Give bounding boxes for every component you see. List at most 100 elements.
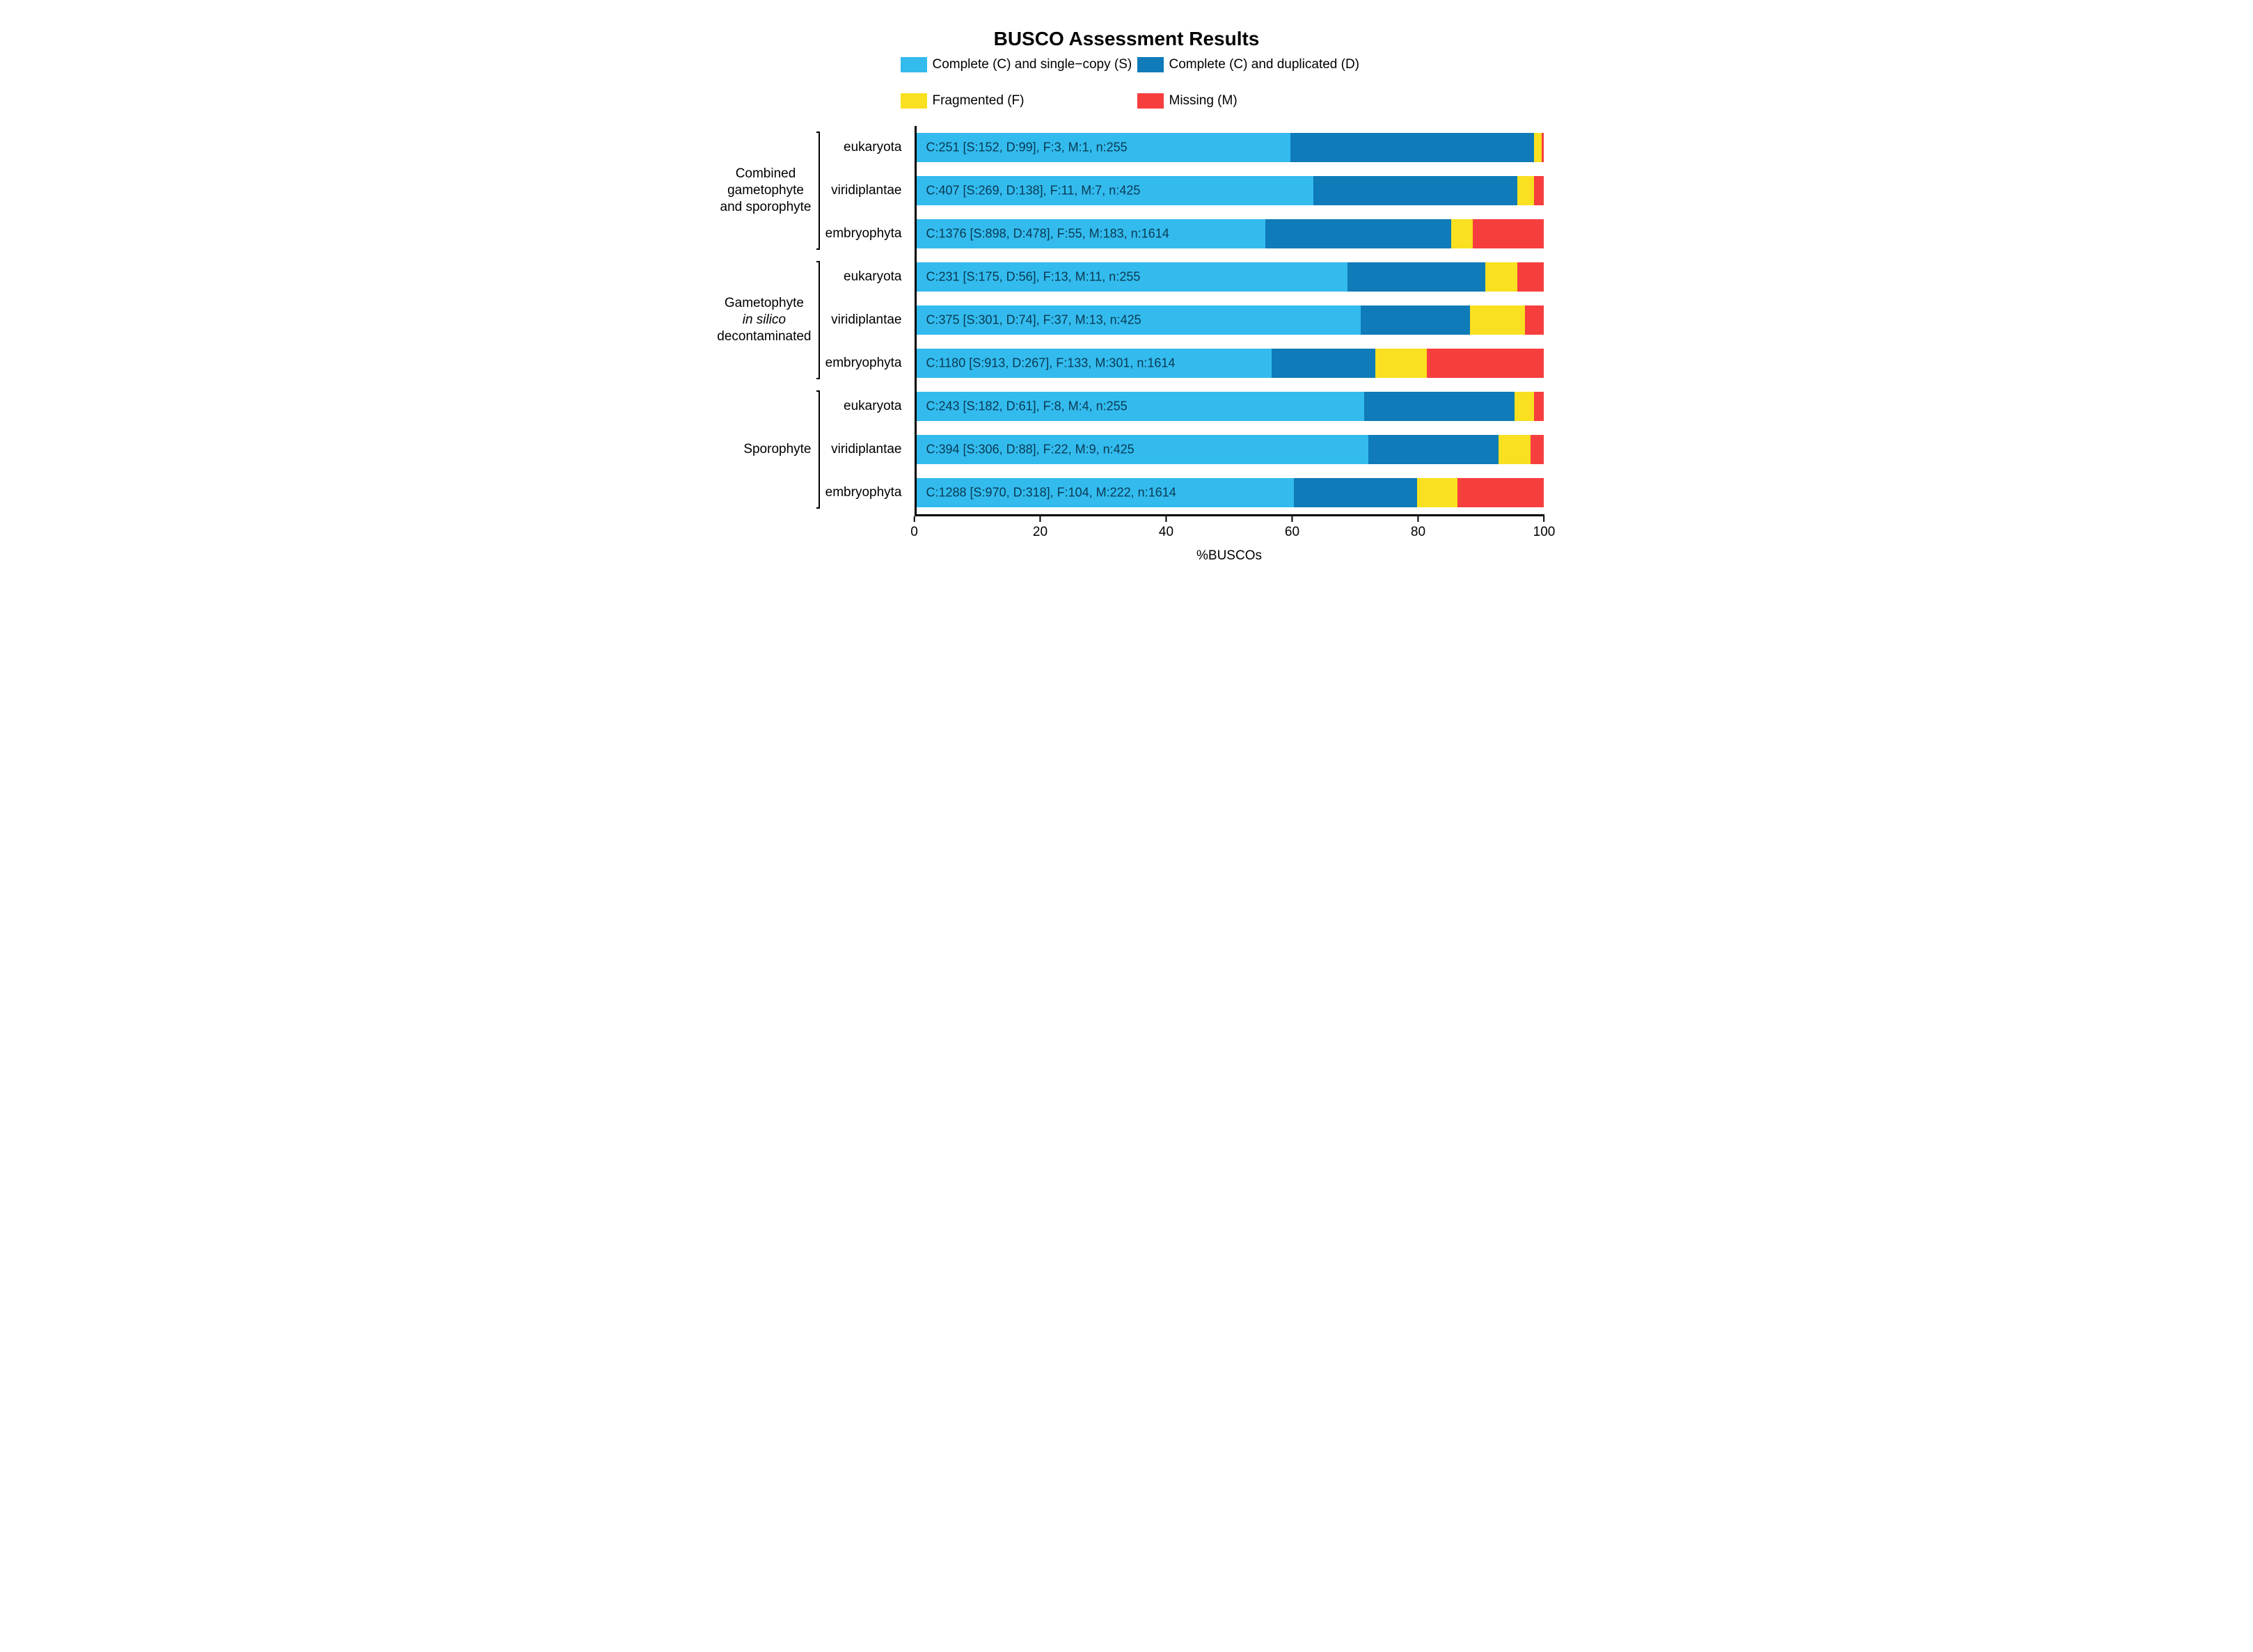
bar-segment-fragmented	[1517, 176, 1533, 205]
bars-list: C:251 [S:152, D:99], F:3, M:1, n:255 C:40…	[917, 126, 1544, 514]
bar-segment-missing	[1457, 478, 1544, 507]
bar-segment-missing	[1427, 349, 1544, 378]
row-labels-column: eukaryotaviridiplantaeembryophytaeukaryo…	[817, 126, 915, 516]
row-label: viridiplantae	[817, 299, 915, 342]
bar-segment-missing	[1531, 435, 1544, 464]
bar-segment-fragmented	[1534, 133, 1542, 162]
bar-segment-duplicated	[1364, 392, 1515, 421]
x-tick-mark	[913, 516, 915, 522]
row-label: eukaryota	[817, 255, 915, 299]
bar-annotation: C:407 [S:269, D:138], F:11, M:7, n:425	[926, 184, 1141, 198]
legend-label: Fragmented (F)	[933, 93, 1025, 109]
bar-segment-duplicated	[1361, 305, 1470, 335]
bar-segment-missing	[1517, 262, 1544, 292]
stacked-bar: C:394 [S:306, D:88], F:22, M:9, n:425	[917, 435, 1544, 464]
bar-segment-duplicated	[1294, 478, 1418, 507]
legend-swatch	[1137, 57, 1164, 72]
stacked-bar: C:251 [S:152, D:99], F:3, M:1, n:255	[917, 133, 1544, 162]
group-bracket	[816, 261, 820, 379]
x-tick-label: 80	[1411, 525, 1425, 540]
bar-annotation: C:1376 [S:898, D:478], F:55, M:183, n:16…	[926, 227, 1169, 241]
row-label: eukaryota	[817, 126, 915, 169]
x-tick-mark	[1165, 516, 1167, 522]
bar-segment-missing	[1542, 133, 1544, 162]
stacked-bar: C:243 [S:182, D:61], F:8, M:4, n:255	[917, 392, 1544, 421]
legend: Complete (C) and single−copy (S)Complete…	[890, 57, 1363, 109]
group-label: Gametophytein silicodecontaminated	[709, 255, 817, 385]
bar-annotation: C:231 [S:175, D:56], F:13, M:11, n:255	[926, 270, 1141, 285]
group-label-text: Gametophytein silicodecontaminated	[717, 295, 811, 344]
row-label: embryophyta	[817, 471, 915, 514]
x-tick-label: 60	[1285, 525, 1299, 540]
bar-segment-duplicated	[1347, 262, 1485, 292]
bar-segment-duplicated	[1368, 435, 1499, 464]
x-tick: 0	[910, 516, 918, 540]
bar-annotation: C:394 [S:306, D:88], F:22, M:9, n:425	[926, 443, 1135, 457]
x-tick-label: 100	[1533, 525, 1556, 540]
bar-segment-fragmented	[1417, 478, 1457, 507]
legend-item: Complete (C) and single−copy (S)	[901, 57, 1116, 72]
group-label: Sporophyte	[709, 385, 817, 514]
busco-chart: BUSCO Assessment Results Complete (C) an…	[709, 28, 1544, 564]
bar-segment-duplicated	[1290, 133, 1534, 162]
x-axis: 020406080100	[915, 516, 1544, 544]
x-tick-mark	[1543, 516, 1544, 522]
bar-row: C:375 [S:301, D:74], F:37, M:13, n:425	[917, 299, 1544, 342]
bar-segment-missing	[1473, 219, 1544, 248]
bar-row: C:394 [S:306, D:88], F:22, M:9, n:425	[917, 428, 1544, 471]
x-tick: 40	[1159, 516, 1173, 540]
legend-item: Fragmented (F)	[901, 93, 1116, 109]
group-label-text: Combinedgametophyteand sporophyte	[720, 166, 812, 215]
bar-annotation: C:243 [S:182, D:61], F:8, M:4, n:255	[926, 399, 1128, 414]
legend-item: Complete (C) and duplicated (D)	[1137, 57, 1353, 72]
x-tick-label: 20	[1033, 525, 1048, 540]
legend-swatch	[1137, 93, 1164, 109]
group-bracket	[816, 132, 820, 250]
stacked-bar: C:231 [S:175, D:56], F:13, M:11, n:255	[917, 262, 1544, 292]
bar-row: C:407 [S:269, D:138], F:11, M:7, n:425	[917, 169, 1544, 212]
bar-segment-duplicated	[1265, 219, 1451, 248]
bar-segment-duplicated	[1313, 176, 1517, 205]
bar-annotation: C:375 [S:301, D:74], F:37, M:13, n:425	[926, 313, 1141, 328]
row-label: viridiplantae	[817, 428, 915, 471]
group-bracket	[816, 390, 820, 509]
bar-row: C:243 [S:182, D:61], F:8, M:4, n:255	[917, 385, 1544, 428]
stacked-bar: C:407 [S:269, D:138], F:11, M:7, n:425	[917, 176, 1544, 205]
bar-segment-fragmented	[1451, 219, 1473, 248]
bar-segment-fragmented	[1375, 349, 1427, 378]
legend-label: Complete (C) and duplicated (D)	[1169, 57, 1360, 72]
bar-annotation: C:251 [S:152, D:99], F:3, M:1, n:255	[926, 141, 1128, 155]
stacked-bar: C:1180 [S:913, D:267], F:133, M:301, n:1…	[917, 349, 1544, 378]
x-tick: 100	[1533, 516, 1556, 540]
stacked-bar: C:1288 [S:970, D:318], F:104, M:222, n:1…	[917, 478, 1544, 507]
bar-segment-duplicated	[1272, 349, 1375, 378]
x-tick: 60	[1285, 516, 1299, 540]
row-label: embryophyta	[817, 342, 915, 385]
legend-swatch	[901, 57, 927, 72]
chart-title: BUSCO Assessment Results	[709, 28, 1544, 50]
x-tick: 80	[1411, 516, 1425, 540]
bar-row: C:251 [S:152, D:99], F:3, M:1, n:255	[917, 126, 1544, 169]
x-tick-label: 40	[1159, 525, 1173, 540]
bar-row: C:1288 [S:970, D:318], F:104, M:222, n:1…	[917, 471, 1544, 514]
bars-region: C:251 [S:152, D:99], F:3, M:1, n:255 C:40…	[915, 126, 1544, 516]
bar-segment-fragmented	[1515, 392, 1534, 421]
bar-row: C:1180 [S:913, D:267], F:133, M:301, n:1…	[917, 342, 1544, 385]
bar-segment-fragmented	[1499, 435, 1531, 464]
bar-segment-missing	[1534, 176, 1544, 205]
x-tick-mark	[1291, 516, 1292, 522]
legend-item: Missing (M)	[1137, 93, 1353, 109]
x-tick-mark	[1417, 516, 1418, 522]
stacked-bar: C:375 [S:301, D:74], F:37, M:13, n:425	[917, 305, 1544, 335]
bar-segment-missing	[1525, 305, 1544, 335]
legend-label: Complete (C) and single−copy (S)	[933, 57, 1132, 72]
x-tick-label: 0	[910, 525, 918, 540]
legend-swatch	[901, 93, 927, 109]
row-label: eukaryota	[817, 385, 915, 428]
group-labels-column: Combinedgametophyteand sporophyte Gametop…	[709, 126, 817, 516]
plot-area: Combinedgametophyteand sporophyte Gametop…	[709, 126, 1544, 516]
x-tick-mark	[1039, 516, 1041, 522]
stacked-bar: C:1376 [S:898, D:478], F:55, M:183, n:16…	[917, 219, 1544, 248]
legend-label: Missing (M)	[1169, 93, 1238, 109]
bar-segment-missing	[1534, 392, 1544, 421]
